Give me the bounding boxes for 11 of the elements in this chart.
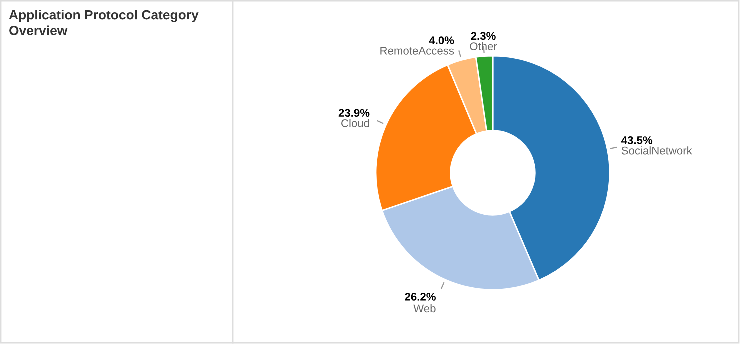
slice-label: RemoteAccess bbox=[380, 47, 454, 55]
slice-label: Cloud bbox=[342, 119, 370, 128]
text: Application Protocol Category Overview bbox=[9, 10, 199, 36]
data-label: 43.5% bbox=[622, 136, 653, 144]
data-label: 4.0% bbox=[429, 36, 454, 45]
slice-label: Other bbox=[470, 42, 498, 50]
data-label: 23.9% bbox=[338, 109, 370, 118]
slice-label: Web bbox=[414, 304, 436, 313]
data-label: 2.3% bbox=[471, 32, 496, 40]
data-label: 26.2% bbox=[405, 293, 436, 301]
slice-label: SocialNetwork bbox=[622, 146, 692, 155]
